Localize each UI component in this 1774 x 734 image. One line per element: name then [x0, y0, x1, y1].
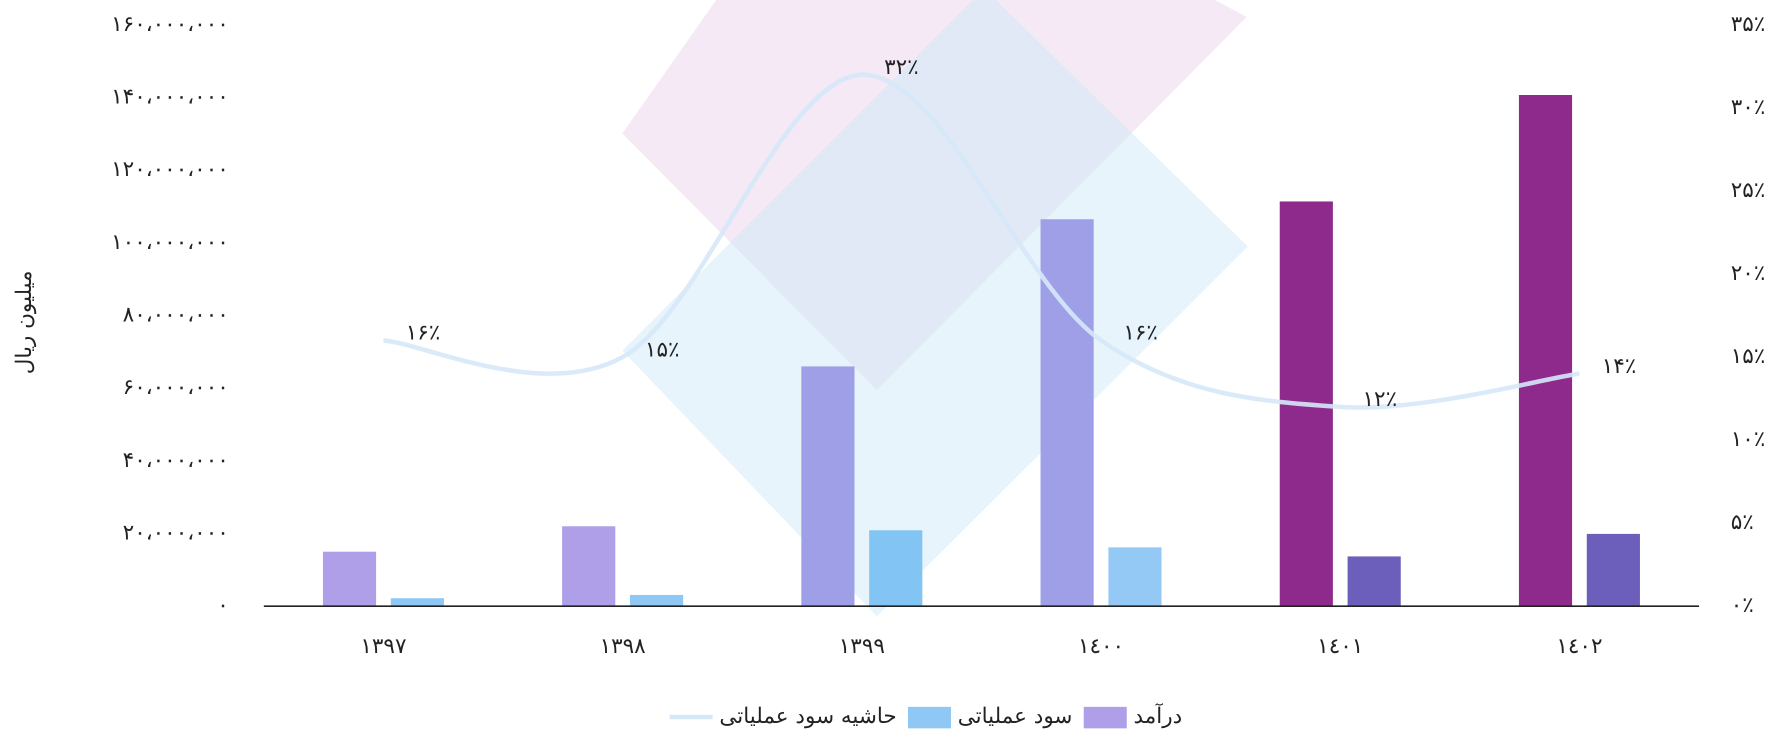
- x-tick-label: ۱۳۹۷: [360, 634, 406, 659]
- bar: [562, 526, 616, 607]
- legend-label: حاشیه سود عملیاتی: [719, 704, 896, 729]
- y-tick-label: ۶۰،۰۰۰،۰۰۰: [123, 375, 229, 400]
- data-label: ۱۵٪: [645, 337, 680, 362]
- y-tick-label: ۲۰،۰۰۰،۰۰۰: [123, 521, 229, 546]
- legend-swatch: [1083, 706, 1127, 729]
- x-tick-label: ١٤٠٢: [1556, 634, 1602, 659]
- decoration: [622, 0, 1248, 617]
- bar: [1347, 556, 1401, 607]
- y2-tick-label: ۳۰٪: [1731, 95, 1766, 120]
- y2-tick-label: ۳۵٪: [1731, 12, 1766, 37]
- data-label: ۱۶٪: [406, 321, 441, 346]
- y-tick-label: ۰: [217, 593, 229, 618]
- bar: [801, 366, 855, 607]
- bar: [1518, 95, 1573, 607]
- data-label: ۱۴٪: [1602, 354, 1637, 379]
- y2-tick-label: ۲۵٪: [1731, 178, 1766, 203]
- legend-label: درآمد: [1134, 702, 1183, 729]
- x-tick-label: ١٤٠٠: [1078, 634, 1124, 659]
- bar: [629, 594, 684, 607]
- bar: [869, 530, 923, 607]
- data-label: ۳۲٪: [884, 55, 919, 80]
- bar: [390, 598, 444, 607]
- y2-tick-label: ۵٪: [1731, 510, 1754, 535]
- x-tick-label: ۱۳۹۸: [600, 634, 646, 659]
- y-tick-label: ۴۰،۰۰۰،۰۰۰: [123, 448, 229, 473]
- legend-swatch: [907, 706, 951, 729]
- bar: [1586, 533, 1640, 607]
- y2-tick-label: ۰٪: [1731, 593, 1754, 618]
- x-tick-label: ۱۳۹۹: [839, 634, 885, 659]
- y-tick-label: ۱۰۰،۰۰۰،۰۰۰: [111, 230, 229, 255]
- data-label: ۱۶٪: [1123, 321, 1158, 346]
- data-label: ۱۲٪: [1363, 387, 1398, 412]
- y-tick-label: ۸۰،۰۰۰،۰۰۰: [123, 303, 229, 328]
- y2-tick-label: ۱۰٪: [1731, 427, 1766, 452]
- bar: [1108, 547, 1162, 607]
- y2-tick-label: ۱۵٪: [1731, 344, 1766, 369]
- bar: [322, 551, 377, 607]
- y-axis-title: میلیون ریال: [12, 270, 37, 374]
- bar: [1040, 219, 1094, 607]
- legend-label: سود عملیاتی: [958, 704, 1073, 729]
- y-tick-label: ۱۴۰،۰۰۰،۰۰۰: [111, 85, 229, 110]
- x-tick-label: ١٤٠١: [1317, 634, 1363, 659]
- y-tick-label: ۱۲۰،۰۰۰،۰۰۰: [111, 157, 229, 182]
- line: [383, 72, 1580, 410]
- y2-tick-label: ۲۰٪: [1731, 261, 1766, 286]
- y-tick-label: ۱۶۰،۰۰۰،۰۰۰: [111, 12, 229, 37]
